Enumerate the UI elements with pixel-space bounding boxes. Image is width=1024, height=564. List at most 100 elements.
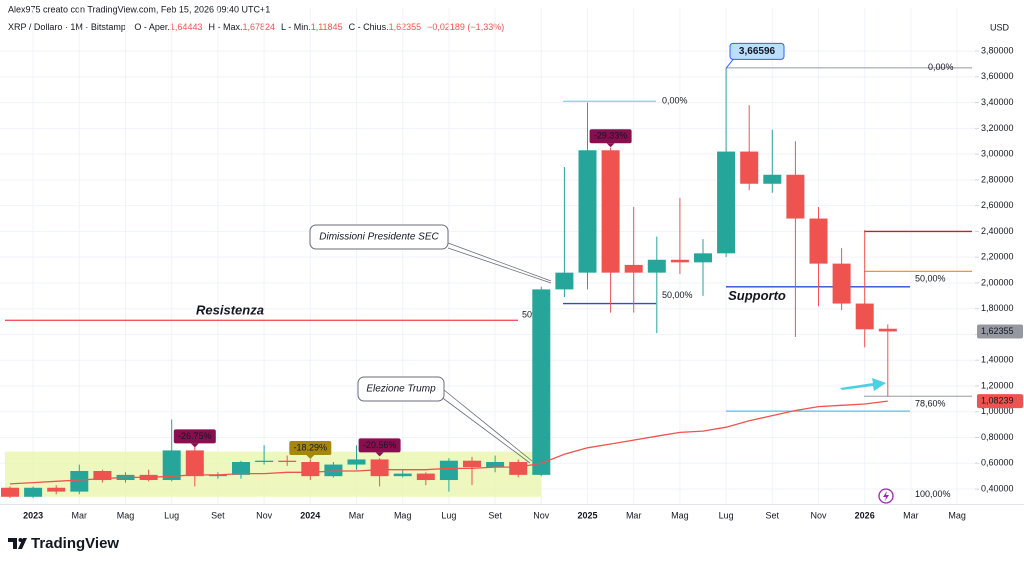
candle-body (70, 471, 89, 492)
candle-body (255, 460, 274, 462)
ohlc-value: 1,11845 (311, 22, 343, 32)
high-callout-label: 3,66596 (739, 46, 776, 57)
level-label: 50% (522, 310, 540, 320)
ohlc-prefix: O - Aper. (134, 22, 170, 32)
change-badge (289, 440, 332, 455)
x-tick-label: Lug (164, 510, 179, 520)
candle-body (47, 487, 66, 492)
level-label: 0,00% (928, 62, 954, 72)
level-label: Resistenza (196, 303, 264, 318)
ohlc-value: 1,64443 (170, 22, 203, 32)
ma-price-label: 1,08239 (981, 396, 1014, 406)
candle-body (578, 150, 597, 273)
y-tick-label: 2,00000 (981, 277, 1014, 287)
candle-body (439, 460, 458, 481)
candle-body (855, 303, 874, 330)
y-tick-label: 0,40000 (981, 483, 1014, 493)
candle-body (532, 289, 551, 475)
axis-unit: USD (990, 22, 1010, 32)
candle-body (416, 473, 435, 481)
callout-text: Elezione Trump (366, 384, 436, 395)
candle-body (486, 461, 505, 468)
candle-body (1, 487, 19, 497)
last-price-badge (977, 324, 1023, 339)
x-tick-label: Set (211, 510, 225, 520)
candle-body (162, 450, 181, 481)
change-badge (589, 129, 632, 144)
candle-body (670, 259, 689, 263)
x-tick-label: 2024 (300, 510, 320, 520)
candle-body (509, 461, 528, 475)
x-tick-label: Mar (349, 510, 365, 520)
x-tick-label: 2023 (23, 510, 43, 520)
badge-pointer (190, 443, 199, 448)
callout-box (357, 376, 445, 402)
candle-body (24, 487, 43, 497)
candle-body (347, 459, 366, 465)
candle-body (185, 450, 204, 477)
badge-pointer (375, 452, 384, 457)
level-label: 0,00% (662, 96, 688, 106)
callout-leader (725, 58, 735, 69)
x-tick-label: Nov (256, 510, 273, 520)
y-tick-label: 1,00000 (981, 406, 1014, 416)
last-price-label: 1,62355 (981, 326, 1014, 336)
x-tick-label: Mag (394, 510, 412, 520)
high-callout-box (729, 42, 785, 60)
y-tick-label: 0,80000 (981, 432, 1014, 442)
y-tick-label: 2,20000 (981, 252, 1014, 262)
candle-body (555, 272, 574, 290)
brand-name: TradingView (31, 535, 119, 552)
plot-area: 0,40000 0,60000 0,80000 1,00000 1,20000 1,400… (0, 7, 1024, 520)
candle-body (370, 459, 389, 477)
candle-body (93, 471, 112, 481)
x-tick-label: Lug (441, 510, 456, 520)
candle-body (786, 174, 805, 219)
pointer-arrow (840, 378, 886, 391)
ohlc-value: 1,62355 (389, 22, 422, 32)
candle-body (393, 473, 412, 477)
x-tick-label: Mag (671, 510, 689, 520)
ohlc-prefix: H - Max. (208, 22, 242, 32)
callout-arrow (447, 242, 552, 284)
y-tick-label: 3,20000 (981, 123, 1014, 133)
x-tick-label: Mar (626, 510, 642, 520)
badge-label: -20.56% (363, 440, 397, 450)
x-tick-label: 2026 (855, 510, 875, 520)
candle-body (232, 461, 250, 475)
y-tick-label: 2,40000 (981, 226, 1014, 236)
candle-body (763, 174, 782, 184)
level-label: 100,00% (915, 489, 951, 499)
ohlc-value: 1,67824 (242, 22, 275, 32)
change-badge (358, 438, 401, 453)
badge-label: -18.29% (294, 442, 328, 452)
callout-box (309, 224, 449, 250)
callout-arrow (439, 389, 533, 464)
candle-body (301, 461, 320, 477)
x-tick-label: Nov (533, 510, 550, 520)
candle-body (463, 460, 481, 468)
y-tick-label: 0,60000 (981, 458, 1014, 468)
brand-logo: TradingView (8, 535, 119, 552)
candle-body (740, 151, 759, 184)
badge-label: -29.33% (594, 131, 628, 141)
x-tick-label: Mar (903, 510, 919, 520)
x-tick-label: 2025 (577, 510, 597, 520)
ohlc-prefix: L - Min. (281, 22, 311, 32)
x-tick-label: Mag (948, 510, 966, 520)
candle-body (809, 218, 828, 264)
y-tick-label: 2,80000 (981, 174, 1014, 184)
alert-bolt (883, 491, 889, 501)
level-label: 50,00% (915, 274, 946, 284)
level-label: 50,00% (662, 290, 693, 300)
badge-label: -26.75% (178, 431, 212, 441)
y-tick-label: 3,40000 (981, 97, 1014, 107)
level-label: 78,60% (915, 398, 946, 408)
change-badge (173, 429, 216, 444)
x-tick-label: Mar (72, 510, 88, 520)
y-tick-label: 3,80000 (981, 45, 1014, 55)
candle-body (278, 460, 297, 462)
x-tick-label: Mag (117, 510, 135, 520)
moving-average (9, 400, 888, 485)
